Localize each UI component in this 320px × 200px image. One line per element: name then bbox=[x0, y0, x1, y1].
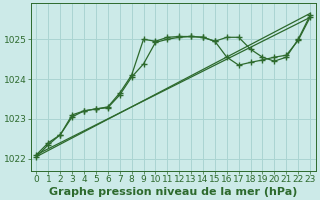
X-axis label: Graphe pression niveau de la mer (hPa): Graphe pression niveau de la mer (hPa) bbox=[49, 187, 298, 197]
